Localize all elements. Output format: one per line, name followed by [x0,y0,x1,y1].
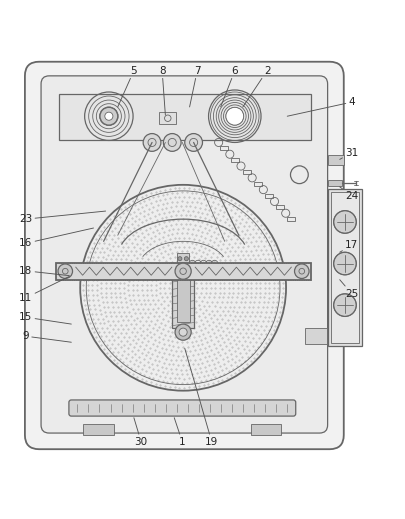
Circle shape [176,264,190,279]
Bar [83,424,114,435]
Circle shape [226,107,244,125]
Text: 19: 19 [185,348,218,447]
Circle shape [226,107,244,125]
Circle shape [175,263,191,279]
Circle shape [100,107,118,125]
Bar [328,180,342,186]
Circle shape [105,112,113,120]
FancyBboxPatch shape [69,400,296,416]
Circle shape [230,112,239,120]
Text: 7: 7 [190,65,200,107]
Circle shape [175,324,191,340]
Text: 30: 30 [134,418,148,447]
Text: 23: 23 [19,211,106,224]
Bar [231,158,239,162]
Text: 6: 6 [221,65,238,107]
Circle shape [294,264,309,279]
Bar [265,194,273,198]
Text: 4: 4 [287,97,355,116]
Text: 24: 24 [340,187,358,201]
Circle shape [163,133,181,152]
Bar [305,328,327,344]
Circle shape [178,257,182,261]
Bar [276,206,284,209]
Circle shape [228,110,241,122]
Text: 1: 1 [174,418,185,447]
Circle shape [80,185,286,391]
Bar [287,217,295,221]
Text: 15: 15 [19,312,71,324]
FancyBboxPatch shape [25,62,344,449]
Text: 16: 16 [19,228,94,249]
Bar [177,278,190,322]
Text: 18: 18 [19,266,69,276]
Text: 25: 25 [340,280,358,299]
Circle shape [58,264,72,279]
Circle shape [334,211,356,233]
Circle shape [334,294,356,317]
Text: 2: 2 [243,65,271,107]
Text: 17: 17 [340,240,358,252]
Bar [172,271,194,328]
Bar [328,189,362,346]
Bar [220,146,228,151]
Bar [251,424,281,435]
Bar [328,155,344,165]
Bar [159,112,176,124]
Circle shape [143,133,161,152]
Text: 11: 11 [19,277,69,303]
Text: 31: 31 [340,147,358,159]
Circle shape [185,133,202,152]
Circle shape [334,252,356,275]
Text: 5: 5 [118,65,137,107]
Bar [59,94,311,141]
Text: 8: 8 [159,65,166,115]
FancyBboxPatch shape [41,76,328,433]
Bar [243,170,251,174]
Circle shape [179,328,187,336]
Circle shape [179,268,187,276]
Bar [177,253,189,264]
Bar [331,192,359,343]
Text: 9: 9 [22,331,71,342]
Bar [56,263,311,280]
Circle shape [184,257,188,261]
Bar [254,182,262,186]
